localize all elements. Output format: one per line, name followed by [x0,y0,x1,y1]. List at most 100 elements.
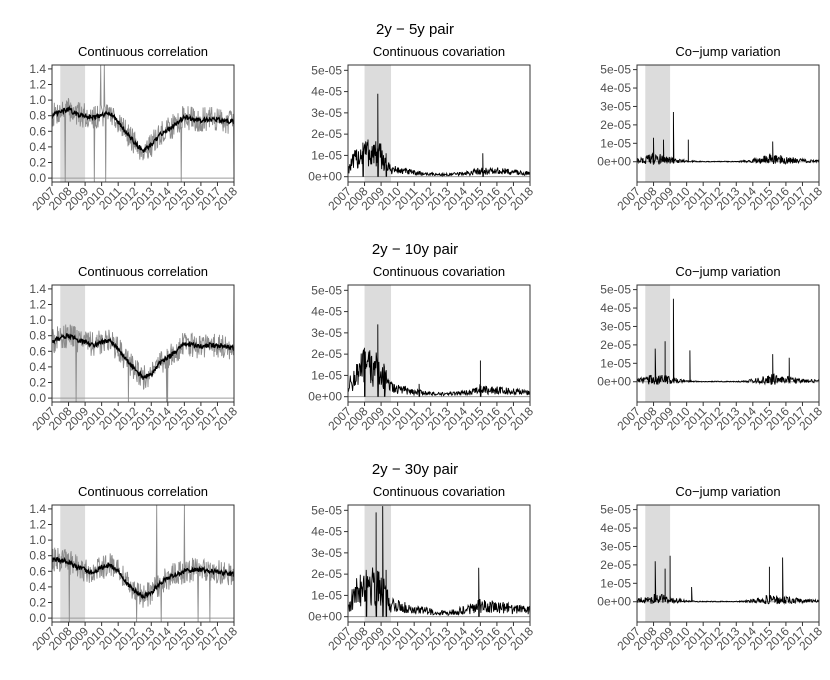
panel-1-0-title: Continuous correlation [78,264,208,279]
panel-1-1-ytick-label-1: 1e-05 [311,368,342,382]
panel-2-0-title: Continuous correlation [78,484,208,499]
panel-0-1-ytick-label-3: 3e-05 [311,106,342,120]
panel-1-1-title: Continuous covariation [373,264,505,279]
panel-2-0-ytick-label-0: 0.0 [29,611,46,625]
panel-0-1-ytick-label-2: 2e-05 [311,127,342,141]
panel-1-2-ytick-label-3: 3e-05 [600,319,631,333]
panel-1-2-title: Co−jump variation [675,264,780,279]
panel-0-1: Continuous covariation 0e+00 1e-05 2e-05 3e-… [308,44,536,213]
panel-0-1-frame [347,64,531,183]
panel-1-2-frame [636,284,820,403]
panel-2-2-series-0 [637,555,819,605]
panel-1-0-ytick-label-7: 1.4 [29,282,46,296]
panel-1-0-frame [51,284,235,403]
panel-0-1-series-0 [348,93,530,178]
row-title-1: 2y − 10y pair [372,241,458,258]
panel-1-2-plot-area [637,285,819,402]
panel-2-1-series-0 [348,506,530,617]
panel-1-0-ytick-label-6: 1.2 [29,298,46,312]
panel-2-2-ytick-label-0: 0e+00 [597,595,631,609]
panel-0-2-title: Co−jump variation [675,44,780,59]
row-title-2: 2y − 30y pair [372,461,458,478]
panel-2-2-frame [636,504,820,623]
panel-1-2-ytick-label-0: 0e+00 [597,375,631,389]
panel-2-1-title: Continuous covariation [373,484,505,499]
panel-0-2-ytick-label-5: 5e-05 [600,63,631,77]
panel-1-1-frame [347,284,531,403]
panel-2-2-ytick-label-5: 5e-05 [600,503,631,517]
panel-1-0-ytick-label-4: 0.8 [29,329,46,343]
panel-0-0-plot-area [52,65,234,182]
panel-0-0-ytick-label-7: 1.4 [29,62,46,76]
panel-0-0-ytick-label-6: 1.2 [29,78,46,92]
panel-0-2-ytick-label-1: 1e-05 [600,136,631,150]
panel-2-1-plot-area [348,505,530,622]
panel-1-1-ytick-label-2: 2e-05 [311,347,342,361]
panel-1-0-series-1 [52,333,234,380]
panel-2-1-ytick-label-2: 2e-05 [311,567,342,581]
panel-2-1-frame [347,504,531,623]
panel-2-0-ytick-label-5: 1.0 [29,533,46,547]
panel-0-0-ytick-label-1: 0.2 [29,156,46,170]
panel-1-2: Co−jump variation 0e+00 1e-05 2e-05 3e-05 4e-… [597,264,825,433]
panel-2-0-ytick-label-6: 1.2 [29,518,46,532]
panel-0-2-plot-area [637,65,819,182]
panel-0-0-frame [51,64,235,183]
panel-1-2-ytick-label-5: 5e-05 [600,283,631,297]
panel-1-0-ytick-label-2: 0.4 [29,360,46,374]
panel-0-0-ytick-label-2: 0.4 [29,140,46,154]
panel-0-2-series-0 [637,111,819,165]
panel-1-0-ytick-label-3: 0.6 [29,344,46,358]
panel-2-0-series-1 [52,556,234,600]
panel-0-2-ytick-label-2: 2e-05 [600,118,631,132]
panel-2-2-ytick-label-2: 2e-05 [600,558,631,572]
panel-2-1-ytick-label-3: 3e-05 [311,546,342,560]
panel-0-1-plot-area [348,65,530,182]
panel-2-0-ytick-label-7: 1.4 [29,502,46,516]
panel-2-0-ytick-label-3: 0.6 [29,564,46,578]
panel-0-0-title: Continuous correlation [78,44,208,59]
panel-1-1-series-0 [348,324,530,397]
panel-1-1-ytick-label-3: 3e-05 [311,326,342,340]
panel-2-0: Continuous correlation 0.00.2 0.4 0.60.8 1.0… [29,484,240,653]
panel-1-2-series-0 [637,298,819,386]
panel-0-2-shaded-region [645,65,671,182]
panel-0-0-ytick-label-5: 1.0 [29,93,46,107]
panel-0-0-series-1 [52,105,234,153]
panel-2-1-ytick-label-4: 4e-05 [311,525,342,539]
panel-0-0-ytick-label-4: 0.8 [29,109,46,123]
panel-1-2-ytick-label-4: 4e-05 [600,301,631,315]
panel-2-0-ytick-label-1: 0.2 [29,596,46,610]
panel-1-1-plot-area [348,285,530,402]
panel-2-2-title: Co−jump variation [675,484,780,499]
panel-0-2: Co−jump variation 0e+00 1e-05 2e-05 3e-05 4e-… [597,44,825,213]
panel-0-0: Continuous correlation 0.00.2 0.4 0.60.8 1.0… [29,44,240,213]
panel-2-0-frame [51,504,235,623]
panel-2-2-plot-area [637,505,819,622]
panel-1-0: Continuous correlation 0.00.2 0.4 0.60.8 1.0… [29,264,240,433]
panel-0-1-ytick-label-1: 1e-05 [311,148,342,162]
panel-1-0-ytick-label-0: 0.0 [29,391,46,405]
panel-1-1: Continuous covariation 0e+00 1e-05 2e-05 3e-… [308,264,536,433]
panel-0-1-ytick-label-4: 4e-05 [311,85,342,99]
panel-0-0-series-0 [52,65,234,182]
panel-1-1-ytick-label-0: 0e+00 [308,390,342,404]
row-title-0: 2y − 5y pair [376,21,454,38]
panel-1-2-ytick-label-2: 2e-05 [600,338,631,352]
panel-2-1-ytick-label-1: 1e-05 [311,588,342,602]
panel-0-1-ytick-label-5: 5e-05 [311,63,342,77]
panel-2-2: Co−jump variation 0e+00 1e-05 2e-05 3e-05 4e-… [597,484,825,653]
panel-2-2-ytick-label-3: 3e-05 [600,539,631,553]
panel-2-2-ytick-label-4: 4e-05 [600,521,631,535]
panel-1-0-ytick-label-5: 1.0 [29,313,46,327]
panel-1-1-ytick-label-5: 5e-05 [311,283,342,297]
panels: Continuous correlation0.00.20.40.60.81.0… [29,44,825,653]
panel-1-1-ytick-label-4: 4e-05 [311,305,342,319]
panel-2-2-ytick-label-1: 1e-05 [600,576,631,590]
panel-2-0-plot-area [52,505,234,622]
panel-1-0-plot-area [52,285,234,402]
panel-0-2-frame [636,64,820,183]
panel-0-1-title: Continuous covariation [373,44,505,59]
panel-0-2-ytick-label-0: 0e+00 [597,155,631,169]
